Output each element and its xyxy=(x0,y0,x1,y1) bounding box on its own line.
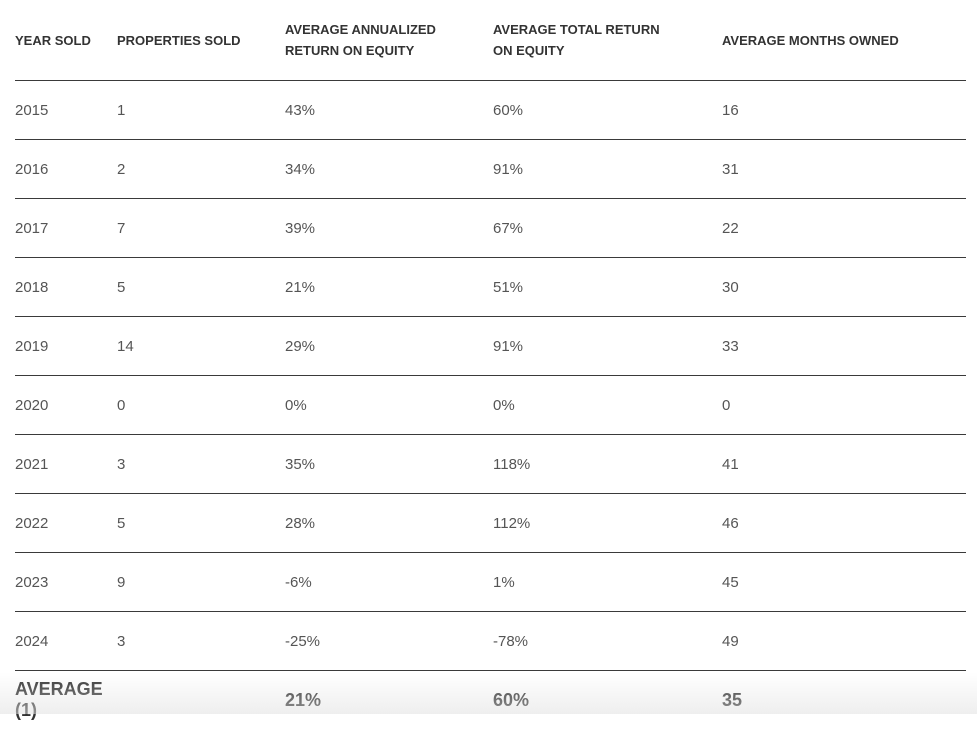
properties-sold-cell: 14 xyxy=(117,317,285,376)
year-sold-cell: 2019 xyxy=(15,317,117,376)
properties-sold-cell: 3 xyxy=(117,612,285,671)
annualized-return-cell: 43% xyxy=(285,81,493,140)
annualized-return-cell: 21% xyxy=(285,258,493,317)
total-return-cell: 51% xyxy=(493,258,722,317)
properties-sold-cell: 5 xyxy=(117,258,285,317)
year-sold-cell: 2023 xyxy=(15,553,117,612)
header-properties-sold: PROPERTIES SOLD xyxy=(117,0,285,81)
months-owned-cell: 0 xyxy=(722,376,966,435)
year-sold-cell: 2017 xyxy=(15,199,117,258)
annualized-return-cell: 34% xyxy=(285,140,493,199)
properties-sold-cell: 0 xyxy=(117,376,285,435)
months-owned-cell: 33 xyxy=(722,317,966,376)
months-owned-cell: 46 xyxy=(722,494,966,553)
total-return-cell: -78% xyxy=(493,612,722,671)
properties-sold-cell: 9 xyxy=(117,553,285,612)
year-sold-cell: 2022 xyxy=(15,494,117,553)
months-owned-cell: 31 xyxy=(722,140,966,199)
sales-returns-table-container: YEAR SOLD PROPERTIES SOLD AVERAGE ANNUAL… xyxy=(15,0,966,729)
annualized-return-cell: 35% xyxy=(285,435,493,494)
year-sold-cell: 2021 xyxy=(15,435,117,494)
months-owned-cell: 30 xyxy=(722,258,966,317)
total-return-cell: 118% xyxy=(493,435,722,494)
header-year-sold: YEAR SOLD xyxy=(15,0,117,81)
year-sold-cell: 2016 xyxy=(15,140,117,199)
total-return-cell: 60% xyxy=(493,81,722,140)
year-sold-cell: 2020 xyxy=(15,376,117,435)
total-return-cell: 0% xyxy=(493,376,722,435)
total-return-cell: 112% xyxy=(493,494,722,553)
total-return-cell: 67% xyxy=(493,199,722,258)
months-owned-cell: 22 xyxy=(722,199,966,258)
properties-sold-cell: 2 xyxy=(117,140,285,199)
total-return-cell: 91% xyxy=(493,317,722,376)
annualized-return-cell: 28% xyxy=(285,494,493,553)
annualized-return-cell: 29% xyxy=(285,317,493,376)
average-total-return: 60% xyxy=(493,671,722,729)
sales-returns-table: YEAR SOLD PROPERTIES SOLD AVERAGE ANNUAL… xyxy=(15,0,966,729)
months-owned-cell: 16 xyxy=(722,81,966,140)
average-properties-sold xyxy=(117,671,285,729)
average-annualized-return: 21% xyxy=(285,671,493,729)
months-owned-cell: 45 xyxy=(722,553,966,612)
average-row: AVERAGE (1) 21% 60% 35 xyxy=(15,671,966,729)
annualized-return-cell: -25% xyxy=(285,612,493,671)
annualized-return-cell: -6% xyxy=(285,553,493,612)
total-return-cell: 91% xyxy=(493,140,722,199)
properties-sold-cell: 5 xyxy=(117,494,285,553)
table-footer: AVERAGE (1) 21% 60% 35 xyxy=(15,671,966,729)
properties-sold-cell: 3 xyxy=(117,435,285,494)
total-return-cell: 1% xyxy=(493,553,722,612)
year-sold-cell: 2018 xyxy=(15,258,117,317)
annualized-return-cell: 0% xyxy=(285,376,493,435)
properties-sold-cell: 7 xyxy=(117,199,285,258)
properties-sold-cell: 1 xyxy=(117,81,285,140)
year-sold-cell: 2015 xyxy=(15,81,117,140)
header-row: YEAR SOLD PROPERTIES SOLD AVERAGE ANNUAL… xyxy=(15,0,966,81)
months-owned-cell: 49 xyxy=(722,612,966,671)
average-label: AVERAGE (1) xyxy=(15,671,117,729)
header-average-months-owned: AVERAGE MONTHS OWNED xyxy=(722,0,966,81)
annualized-return-cell: 39% xyxy=(285,199,493,258)
months-owned-cell: 41 xyxy=(722,435,966,494)
year-sold-cell: 2024 xyxy=(15,612,117,671)
average-months-owned: 35 xyxy=(722,671,966,729)
table-header: YEAR SOLD PROPERTIES SOLD AVERAGE ANNUAL… xyxy=(15,0,966,81)
